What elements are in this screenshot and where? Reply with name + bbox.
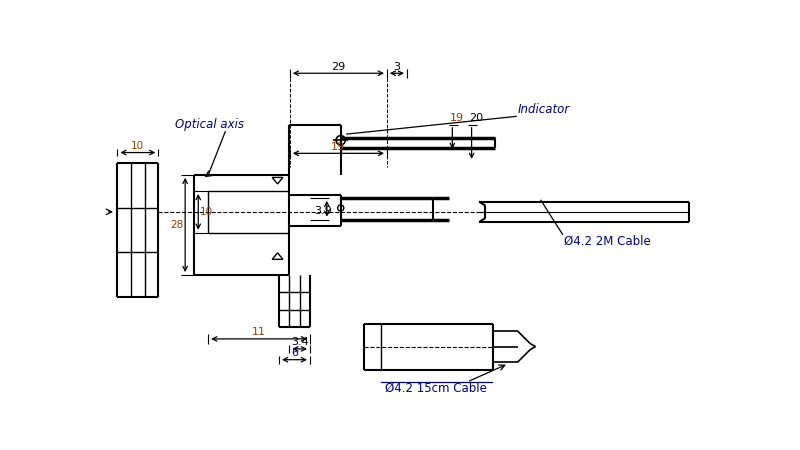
Text: 29: 29 — [331, 62, 346, 72]
Text: 19: 19 — [331, 142, 346, 152]
Text: 28: 28 — [170, 220, 184, 230]
Text: Optical axis: Optical axis — [175, 118, 244, 131]
Text: Ø4.2 15cm Cable: Ø4.2 15cm Cable — [386, 381, 487, 394]
Text: Indicator: Indicator — [518, 103, 570, 116]
Text: 20: 20 — [470, 113, 483, 123]
Text: 3.4: 3.4 — [290, 338, 309, 347]
Text: 6: 6 — [291, 348, 298, 358]
Text: 19: 19 — [450, 113, 464, 123]
Text: 10: 10 — [200, 207, 213, 217]
Text: 11: 11 — [252, 327, 266, 338]
Text: 3: 3 — [394, 62, 401, 72]
Text: 10: 10 — [131, 141, 144, 151]
Text: 3.9: 3.9 — [314, 206, 331, 216]
Text: Ø4.2 2M Cable: Ø4.2 2M Cable — [564, 235, 650, 248]
